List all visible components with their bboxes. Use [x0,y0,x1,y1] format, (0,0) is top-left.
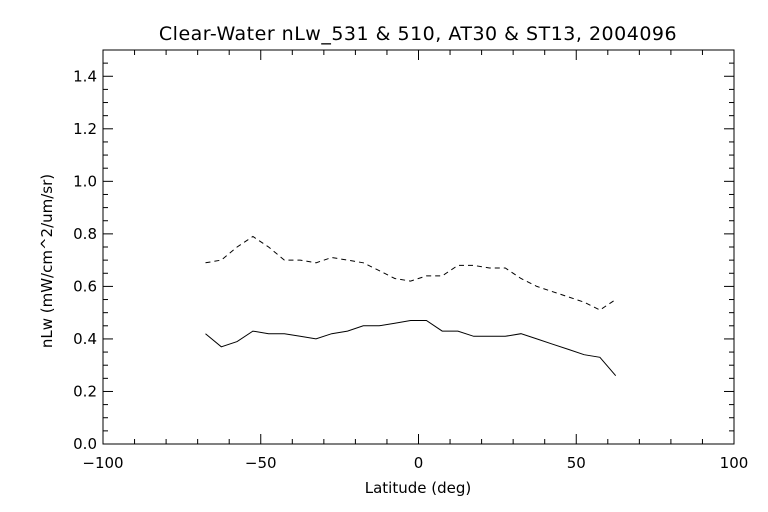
plot-frame [102,49,735,445]
y-tick-label: 1.2 [73,120,97,138]
x-axis-label: Latitude (deg) [365,479,471,497]
x-tick-label: −50 [245,454,277,472]
series-layer [205,235,617,377]
plot-border [102,49,735,445]
y-tick-label: 0.2 [73,382,97,400]
x-tick-label: 0 [414,454,424,472]
y-tick-label: 0.6 [73,277,97,295]
x-tick-label: 50 [567,454,586,472]
y-tick-label: 0.8 [73,225,97,243]
series-line-2 [205,320,617,377]
y-tick-label: 0.0 [73,435,97,453]
y-tick-label: 1.0 [73,172,97,190]
y-tick-label: 1.4 [73,67,97,85]
x-tick-label: −100 [82,454,123,472]
y-axis: 0.0 0.2 0.4 0.6 0.8 1.0 1.2 1.4 [73,62,734,453]
y-tick-label: 0.4 [73,330,97,348]
x-tick-label: 100 [720,454,749,472]
x-axis: −100 −50 0 50 100 [82,50,748,472]
series-line-1 [205,235,616,311]
y-axis-label: nLw (mW/cm^2/um/sr) [38,174,56,348]
chart-title: Clear-Water nLw_531 & 510, AT30 & ST13, … [159,23,677,45]
